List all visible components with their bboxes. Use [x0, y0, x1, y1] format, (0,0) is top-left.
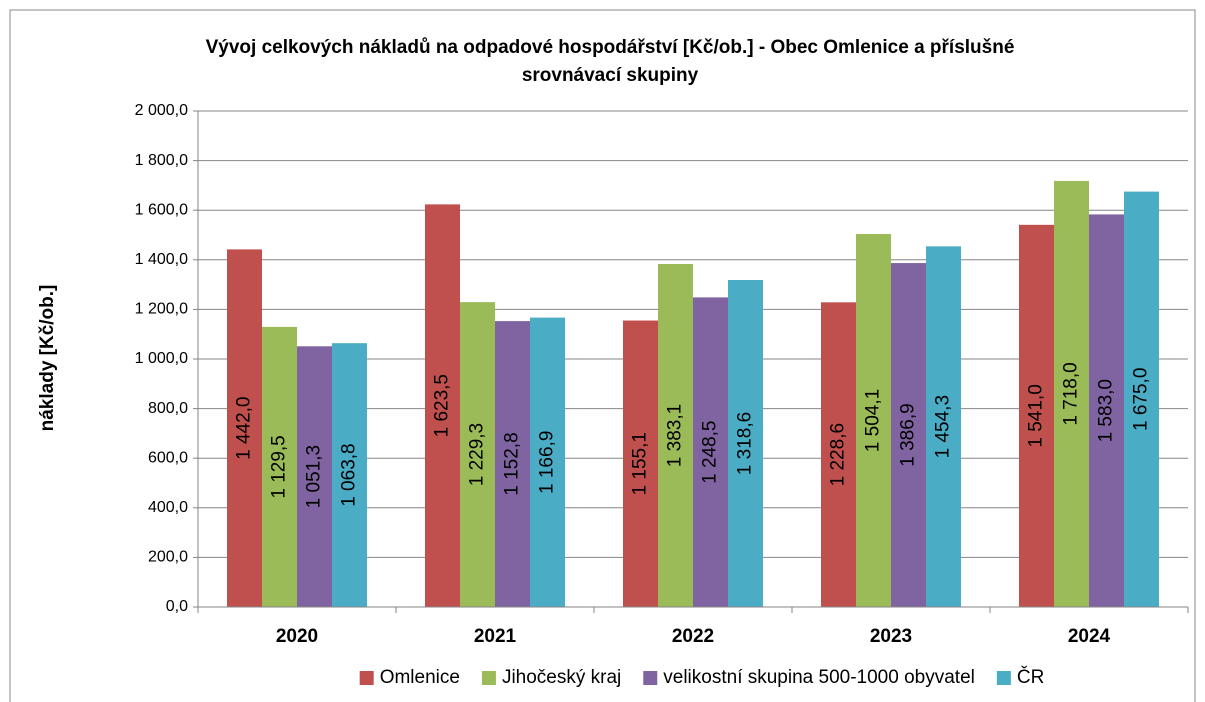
- value-label: 1 155,1: [630, 432, 651, 495]
- bar: [530, 317, 565, 607]
- bar: [460, 302, 495, 607]
- x-tick-label: 2023: [870, 626, 912, 647]
- y-tick-label: 1 400,0: [135, 251, 188, 268]
- legend-label: ČR: [1017, 666, 1044, 688]
- y-tick-label: 800,0: [148, 400, 188, 417]
- value-label: 1 229,3: [467, 423, 488, 486]
- value-label: 1 442,0: [234, 396, 255, 459]
- y-tick-label: 1 600,0: [135, 201, 188, 218]
- y-tick-label: 400,0: [148, 499, 188, 516]
- value-label: 1 504,1: [863, 389, 884, 452]
- y-tick-label: 1 200,0: [135, 301, 188, 318]
- bar: [856, 233, 891, 607]
- y-tick-label: 0,0: [166, 598, 188, 615]
- value-label: 1 541,0: [1026, 384, 1047, 447]
- value-label: 1 675,0: [1131, 368, 1152, 431]
- legend-swatch: [996, 671, 1011, 685]
- y-tick-label: 600,0: [148, 449, 188, 466]
- y-tick-label: 2 000,0: [135, 102, 188, 119]
- legend-swatch: [359, 671, 374, 685]
- value-label: 1 583,0: [1096, 379, 1117, 442]
- bar: [425, 204, 460, 607]
- bar: [332, 343, 367, 607]
- y-axis-label: náklady [Kč/ob.]: [37, 285, 58, 432]
- bar: [1054, 180, 1089, 607]
- value-label: 1 166,9: [537, 431, 558, 494]
- x-tick-label: 2024: [1068, 626, 1111, 647]
- bar: [891, 263, 926, 607]
- value-label: 1 051,3: [304, 445, 325, 508]
- value-label: 1 623,5: [432, 374, 453, 437]
- bar: [495, 321, 530, 607]
- bar: [227, 249, 262, 607]
- y-tick-label: 1 800,0: [135, 152, 188, 169]
- y-tick-label: 1 000,0: [135, 350, 188, 367]
- x-tick-label: 2021: [474, 626, 517, 647]
- legend-swatch: [481, 671, 496, 685]
- bar: [926, 246, 961, 607]
- value-label: 1 063,8: [339, 443, 360, 506]
- bar: [658, 263, 693, 607]
- value-label: 1 129,5: [269, 435, 290, 498]
- chart-title: Vývoj celkových nákladů na odpadové hosp…: [205, 37, 1015, 86]
- value-label: 1 386,9: [898, 403, 919, 466]
- bar: [297, 346, 332, 607]
- bar: [728, 279, 763, 607]
- value-label: 1 718,0: [1061, 362, 1082, 425]
- value-label: 1 318,6: [735, 412, 756, 475]
- value-label: 1 152,8: [502, 432, 523, 495]
- bar: [821, 302, 856, 607]
- y-tick-label: 200,0: [148, 549, 188, 566]
- bar: [1089, 214, 1124, 607]
- bar: [262, 326, 297, 607]
- value-label: 1 383,1: [665, 404, 686, 467]
- legend-label: velikostní skupina 500-1000 obyvatel: [663, 667, 975, 688]
- x-tick-label: 2020: [276, 626, 318, 647]
- value-label: 1 228,6: [828, 423, 849, 486]
- legend-swatch: [643, 671, 658, 685]
- chart-border: [9, 9, 1196, 702]
- bar: [1019, 224, 1054, 607]
- legend-label: Jihočeský kraj: [502, 667, 621, 688]
- value-label: 1 248,5: [700, 420, 721, 483]
- x-tick-label: 2022: [672, 626, 714, 647]
- value-label: 1 454,3: [933, 395, 954, 458]
- bar: [693, 297, 728, 607]
- legend-label: Omlenice: [380, 667, 460, 688]
- bar: [1124, 191, 1159, 607]
- bar: [623, 320, 658, 607]
